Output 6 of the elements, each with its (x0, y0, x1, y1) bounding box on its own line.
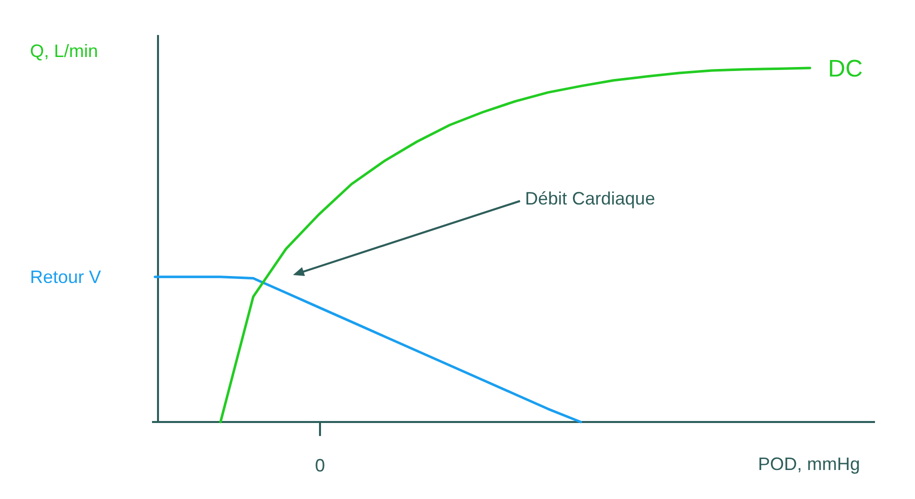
annotation: Débit Cardiaque (525, 188, 656, 208)
x-axis-title: POD, mmHg (758, 454, 860, 474)
text: 0 (314, 455, 326, 476)
text: Retour V (30, 267, 102, 288)
y-axis-title: Q, L/min (30, 41, 98, 61)
series-label: DC (828, 55, 863, 82)
